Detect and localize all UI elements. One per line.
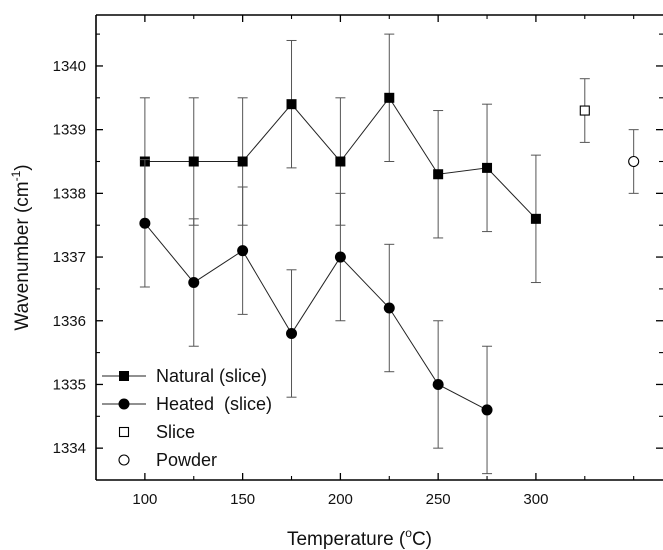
data-point — [237, 156, 248, 167]
legend-item-2: Slice — [118, 422, 195, 442]
legend-marker — [119, 371, 129, 381]
data-point — [383, 302, 395, 314]
legend-label: Heated (slice) — [156, 394, 272, 414]
legend-marker — [118, 426, 130, 438]
data-point — [286, 327, 298, 339]
legend-item-3: Powder — [118, 450, 217, 470]
data-point — [432, 378, 444, 390]
y-tick-label: 1338 — [53, 185, 86, 202]
x-tick-label: 300 — [523, 491, 548, 508]
y-tick-label: 1335 — [53, 376, 86, 393]
series-3 — [628, 129, 640, 194]
series-2 — [579, 78, 590, 143]
axes — [95, 14, 663, 481]
y-axis-title: Wavenumber (cm-1) — [9, 164, 33, 330]
data-point — [384, 92, 395, 103]
x-tick-label: 250 — [426, 491, 451, 508]
legend-label: Natural (slice) — [156, 366, 267, 386]
legend-marker — [118, 454, 130, 466]
legend: Natural (slice) Heated (slice) Slice Powder — [102, 366, 272, 470]
y-tick-label: 1336 — [53, 313, 86, 330]
data-point — [139, 217, 151, 229]
data-point — [237, 245, 249, 257]
y-tick-label: 1337 — [53, 249, 86, 266]
data-point — [530, 213, 541, 224]
x-tick-label: 150 — [230, 491, 255, 508]
axis-labels: 100 150 200 250 300 1334 1335 1336 1337 1338 1339 1… — [9, 58, 548, 550]
data-point — [481, 404, 493, 416]
y-tick-label: 1340 — [53, 58, 86, 75]
legend-item-0: Natural (slice) — [102, 366, 267, 386]
data-point — [579, 105, 590, 116]
series-line — [144, 222, 488, 411]
data-point — [286, 99, 297, 110]
data-point — [188, 277, 200, 289]
legend-item-1: Heated (slice) — [102, 394, 272, 414]
series-layer — [139, 33, 640, 475]
data-point — [334, 251, 346, 263]
data-point — [335, 156, 346, 167]
data-point — [482, 162, 493, 173]
series-0 — [139, 33, 541, 284]
series-1 — [139, 159, 493, 475]
data-point — [188, 156, 199, 167]
x-tick-label: 100 — [132, 491, 157, 508]
data-point — [433, 169, 444, 180]
y-tick-label: 1334 — [53, 440, 86, 457]
legend-label: Slice — [156, 422, 195, 442]
legend-marker — [118, 398, 130, 410]
x-axis-title: Temperature (oC) — [287, 526, 432, 550]
x-tick-label: 200 — [328, 491, 353, 508]
y-tick-label: 1339 — [53, 122, 86, 139]
data-point — [628, 155, 640, 168]
legend-label: Powder — [156, 450, 217, 470]
